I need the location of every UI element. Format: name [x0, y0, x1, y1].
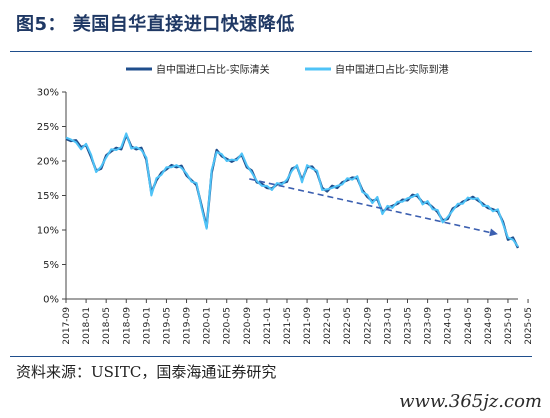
x-tick-label: 2019-09 [183, 307, 193, 345]
x-tick-label: 2021-01 [263, 307, 273, 345]
chart-axes: 0% 5% 10% 15% 20% 25% 30% 2017-09 2018-01 2018-05… [37, 88, 534, 345]
trend-arrow-head [489, 228, 498, 237]
source-divider [10, 356, 532, 357]
y-tick-label: 5% [43, 260, 59, 271]
trend-arrow-line [249, 178, 495, 235]
x-tick-label: 2020-05 [223, 307, 233, 345]
y-tick-label: 25% [37, 122, 59, 133]
x-tick-label: 2017-09 [62, 307, 72, 345]
x-tick-label: 2021-09 [303, 307, 313, 345]
x-tick-label: 2020-09 [243, 307, 253, 345]
x-tick-label: 2022-09 [363, 307, 373, 345]
x-tick-label: 2024-09 [484, 307, 494, 345]
chart-title: 图5： 美国自华直接进口快速降低 [16, 14, 295, 35]
y-tick-label: 10% [37, 226, 59, 237]
x-tick-label: 2023-01 [383, 307, 393, 345]
y-tick-label: 15% [37, 191, 59, 202]
x-tick-label: 2018-01 [82, 307, 92, 345]
chart-trend-arrow [249, 178, 498, 237]
x-tick-label: 2021-05 [283, 307, 293, 345]
x-tick-label: 2025-01 [504, 307, 514, 345]
x-tick-label: 2025-05 [524, 307, 534, 345]
chart-source: 资料来源：USITC，国泰海通证券研究 [16, 363, 277, 381]
chart-series-lines [65, 132, 520, 249]
x-tick-label: 2022-05 [343, 307, 353, 345]
series-line-2 [65, 132, 519, 248]
y-tick-label: 20% [37, 157, 59, 168]
x-tick-label: 2018-09 [122, 307, 132, 345]
title-divider [10, 51, 532, 52]
chart-legend: 自中国进口占比-实际清关 自中国进口占比-实际到港 [126, 63, 449, 76]
x-tick-label: 2018-05 [102, 307, 112, 345]
x-tick-label: 2020-01 [203, 307, 213, 345]
x-tick-label: 2019-05 [162, 307, 172, 345]
x-tick-label: 2022-01 [323, 307, 333, 345]
legend-label-series-1: 自中国进口占比-实际清关 [156, 63, 270, 76]
chart-plot: 自中国进口占比-实际清关 自中国进口占比-实际到港 0% 5% 10% 15% 20% 2… [37, 63, 534, 345]
y-tick-label: 0% [43, 295, 59, 306]
x-tick-label: 2023-05 [404, 307, 414, 345]
y-tick-label: 30% [37, 88, 59, 99]
x-tick-label: 2024-05 [464, 307, 474, 345]
series-line-1 [65, 133, 520, 249]
x-tick-label: 2024-01 [444, 307, 454, 345]
x-tick-label: 2019-01 [142, 307, 152, 345]
x-tick-label: 2023-09 [424, 307, 434, 345]
watermark: www.365jz.com [399, 391, 542, 412]
legend-label-series-2: 自中国进口占比-实际到港 [335, 63, 449, 76]
